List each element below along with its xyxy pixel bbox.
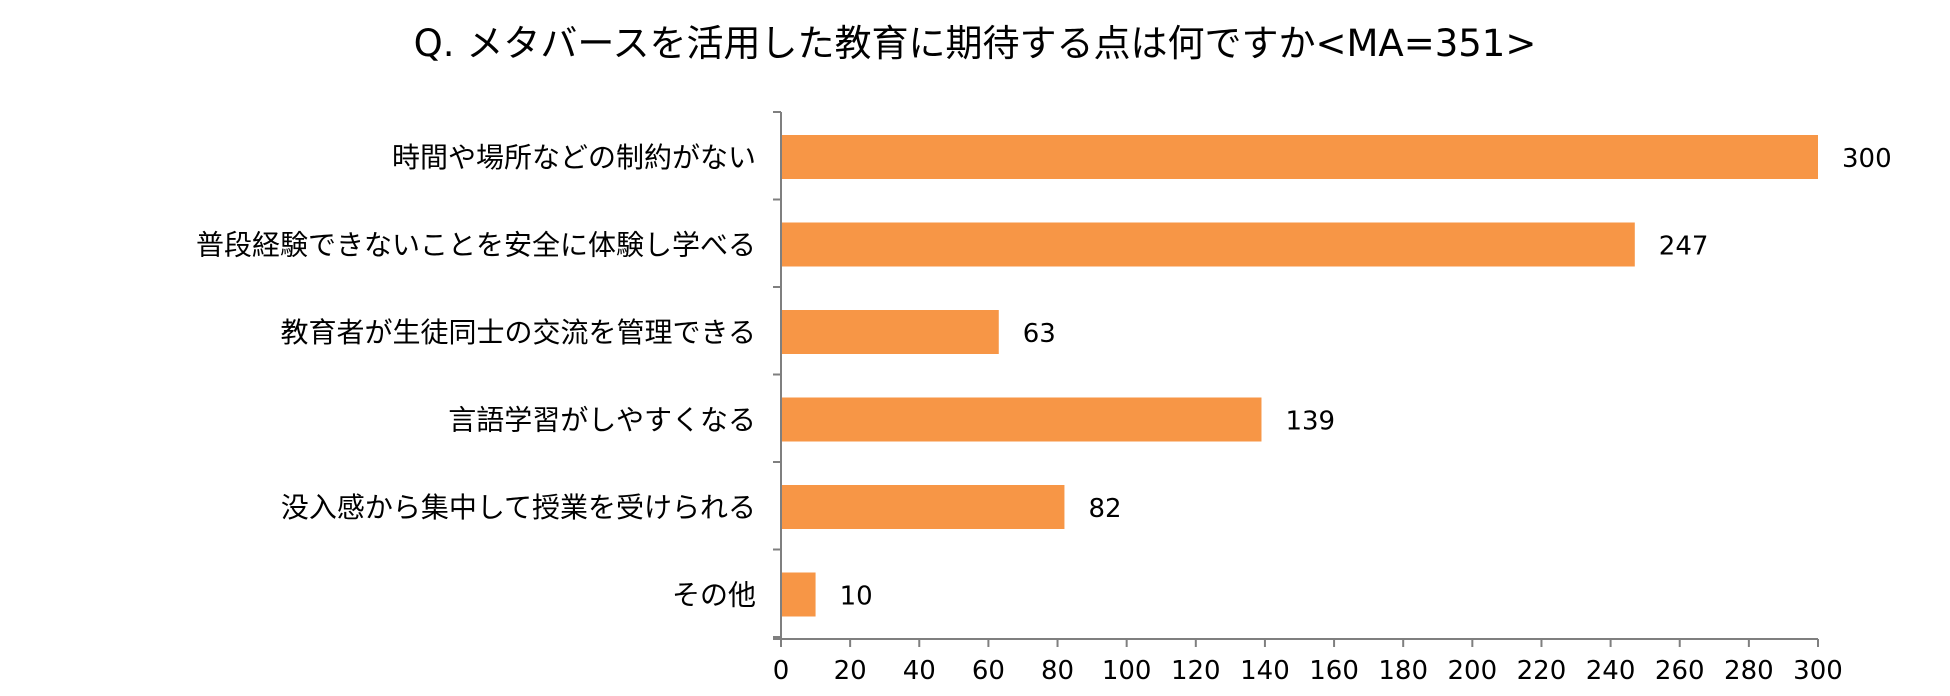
data-label: 300 [1842,144,1892,174]
data-label: 63 [1023,319,1056,349]
x-tick-label: 220 [1517,656,1567,686]
data-label: 82 [1088,494,1121,524]
data-label: 139 [1285,407,1335,437]
x-tick-label: 20 [834,656,867,686]
x-tick-label: 300 [1793,656,1843,686]
category-label: その他 [672,579,756,612]
x-tick-label: 160 [1309,656,1359,686]
x-tick-label: 240 [1586,656,1636,686]
bar [781,135,1818,179]
data-label: 247 [1659,232,1709,262]
x-axis: 0 20 40 60 80 100 120 140 160 180 200 220 240 260 280 3… [773,111,1843,686]
x-tick-label: 280 [1724,656,1774,686]
bar [781,572,816,617]
chart-title: Q. メタバースを活用した教育に期待する点は何ですか<MA=351> [413,22,1537,65]
category-label: 言語学習がしやすくなる [448,404,756,437]
category-label: 没入感から集中して授業を受けられる [281,491,756,524]
x-tick-label: 200 [1448,656,1498,686]
x-tick-label: 140 [1240,656,1290,686]
x-tick-label: 180 [1378,656,1428,686]
x-tick-label: 40 [903,656,936,686]
category-label: 普段経験できないことを安全に体験し学べる [196,229,756,262]
bar [781,397,1262,442]
x-tick-label: 260 [1655,656,1705,686]
x-tick-label: 60 [972,656,1005,686]
bar [781,222,1635,267]
bar [781,485,1065,529]
labels-layer: 時間や場所などの制約がない 300 普段経験できないことを安全に体験し学べる 247 教… [196,141,1892,612]
x-tick-label: 100 [1102,656,1152,686]
category-label: 教育者が生徒同士の交流を管理できる [281,316,756,349]
data-label: 10 [840,582,873,612]
bar [781,310,999,354]
category-label: 時間や場所などの制約がない [392,141,756,174]
bars-layer [781,135,1818,617]
x-tick-label: 120 [1171,656,1221,686]
x-tick-label: 80 [1041,656,1074,686]
x-tick-label: 0 [773,656,790,686]
